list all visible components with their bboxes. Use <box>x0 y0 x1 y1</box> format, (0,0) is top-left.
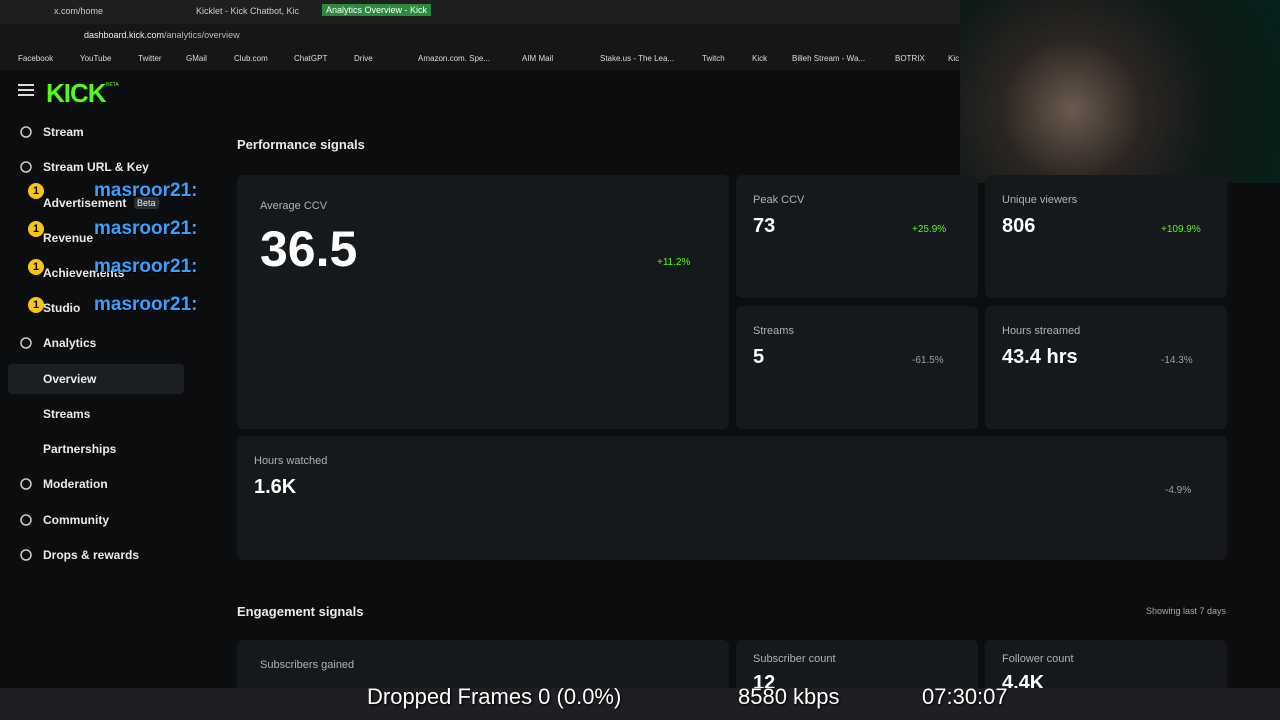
card-value: 806 <box>1002 215 1036 237</box>
card-value: 5 <box>753 346 765 368</box>
bookmark[interactable]: Twitter <box>138 54 162 63</box>
nav-highlight <box>8 364 184 394</box>
range-label: Showing last 7 days <box>1146 606 1227 616</box>
nav-item[interactable]: Partnerships <box>43 442 117 456</box>
bookmark[interactable]: Billeh Stream - Wa... <box>792 54 866 63</box>
webcam <box>960 0 1280 183</box>
chat-badge: 1 <box>28 297 44 313</box>
card-value: 73 <box>753 215 776 237</box>
card-title: Hours watched <box>254 455 328 467</box>
chat-user: masroor21: <box>94 256 198 277</box>
nav-item[interactable]: Achievements <box>43 266 125 280</box>
card-value: 43.4 hrs <box>1002 346 1078 368</box>
nav-item[interactable]: Community <box>43 513 109 527</box>
nav-item[interactable]: Stream URL & Key <box>43 160 149 174</box>
url-host: dashboard.kick.com <box>84 30 165 40</box>
bookmark[interactable]: YouTube <box>80 54 112 63</box>
nav-item[interactable]: Streams <box>43 407 91 421</box>
bookmark[interactable]: Amazon.com. Spe... <box>418 54 491 63</box>
stream-time: 07:30:07 <box>922 684 1008 709</box>
nav-icon <box>20 549 32 561</box>
chat-user: masroor21: <box>94 294 198 315</box>
nav-icon <box>20 161 32 173</box>
nav-item[interactable]: Moderation <box>43 477 108 491</box>
chat-badge: 1 <box>28 221 44 237</box>
card-change: +25.9% <box>912 224 947 235</box>
card-title: Subscribers gained <box>260 659 355 671</box>
nav-item[interactable]: Revenue <box>43 231 94 245</box>
card-change: -4.9% <box>1165 485 1192 496</box>
nav-icon <box>20 126 32 138</box>
nav-item[interactable]: Stream <box>43 125 84 139</box>
section-title: Engagement signals <box>237 604 364 619</box>
nav-icon <box>20 514 32 526</box>
tab[interactable]: Analytics Overview - Kick <box>322 4 432 16</box>
nav-icon <box>20 337 32 349</box>
tab[interactable]: x.com/home <box>54 6 104 16</box>
nav-item[interactable]: Overview <box>43 372 97 386</box>
chat-user: masroor21: <box>94 218 198 239</box>
card-title: Streams <box>753 325 794 337</box>
url[interactable]: dashboard.kick.com/analytics/overview <box>84 30 240 40</box>
chat-badge: 1 <box>28 183 44 199</box>
metric-card <box>237 436 1227 560</box>
nav-item[interactable]: Analytics <box>43 336 97 350</box>
bookmark[interactable]: Kick <box>752 54 768 63</box>
card-title: Hours streamed <box>1002 325 1081 337</box>
logo-badge: BETA <box>106 82 119 88</box>
card-title: Subscriber count <box>753 653 836 665</box>
nav-item[interactable]: Studio <box>43 301 81 315</box>
metric-card <box>237 175 729 429</box>
bookmark[interactable]: Stake.us - The Lea... <box>600 54 675 63</box>
chat-user: masroor21: <box>94 180 198 201</box>
card-title: Average CCV <box>260 200 328 212</box>
card-title: Follower count <box>1002 653 1074 665</box>
metric-card <box>985 306 1227 429</box>
card-change: +109.9% <box>1161 224 1201 235</box>
metric-card <box>736 175 978 298</box>
bookmark[interactable]: Club.com <box>234 54 268 63</box>
nav-icon <box>20 478 32 490</box>
logo[interactable]: KICK <box>46 78 107 108</box>
card-change: -14.3% <box>1161 355 1193 366</box>
bookmark[interactable]: Drive <box>354 54 373 63</box>
nav-item[interactable]: Advertisement <box>43 196 127 210</box>
taskbar-cover <box>0 688 1280 720</box>
chat-badge: 1 <box>28 259 44 275</box>
bookmark[interactable]: BOTRIX <box>895 54 925 63</box>
beta-badge: Beta <box>134 197 159 209</box>
bookmark[interactable]: Kic <box>948 54 960 63</box>
card-title: Peak CCV <box>753 194 805 206</box>
card-change: +11.2% <box>657 257 691 268</box>
section-title: Performance signals <box>237 137 365 152</box>
dropped-frames: Dropped Frames 0 (0.0%) <box>367 684 622 709</box>
card-change: -61.5% <box>912 355 944 366</box>
card-value: 36.5 <box>260 221 358 277</box>
metric-card <box>985 175 1227 298</box>
menu-icon[interactable] <box>18 84 34 86</box>
bitrate: 8580 kbps <box>738 684 840 709</box>
url-path: /analytics/overview <box>164 30 240 40</box>
metric-card <box>736 306 978 429</box>
bookmark[interactable]: AIM Mail <box>522 54 554 63</box>
card-value: 1.6K <box>254 476 297 498</box>
nav-item[interactable]: Drops & rewards <box>43 548 140 562</box>
bookmark[interactable]: GMail <box>186 54 207 63</box>
card-title: Unique viewers <box>1002 194 1078 206</box>
tab[interactable]: Kicklet - Kick Chatbot, Kic <box>196 6 300 16</box>
bookmark[interactable]: Twitch <box>702 54 725 63</box>
bookmark[interactable]: Facebook <box>18 54 54 63</box>
bookmark[interactable]: ChatGPT <box>294 54 328 63</box>
